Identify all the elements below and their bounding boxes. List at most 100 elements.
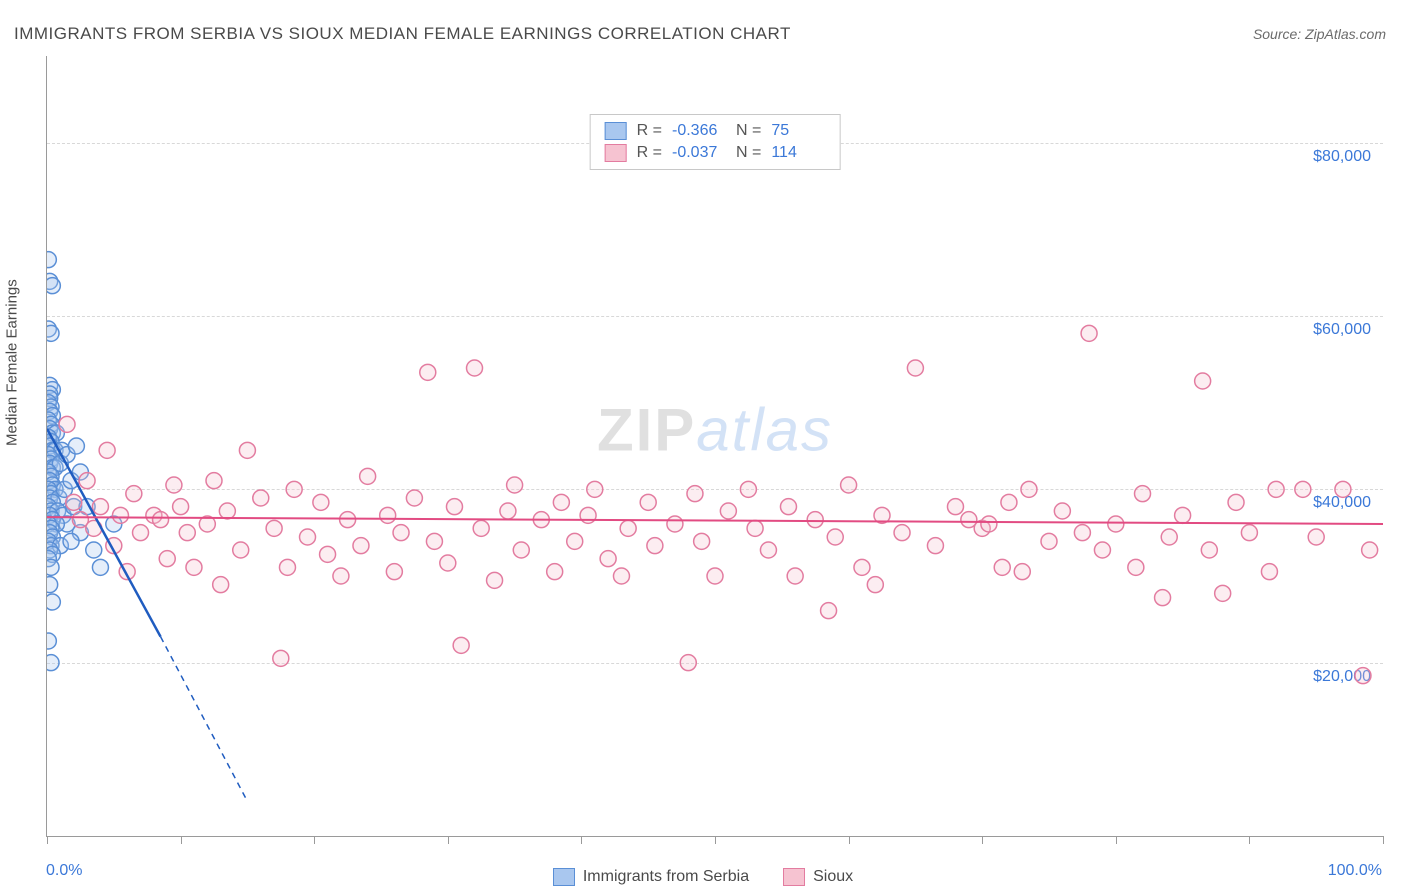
scatter-point: [1054, 503, 1070, 519]
plot-area: ZIPatlas R =-0.366N =75R =-0.037N =114 $…: [46, 56, 1383, 837]
scatter-point: [680, 655, 696, 671]
scatter-point: [547, 564, 563, 580]
scatter-point: [687, 486, 703, 502]
scatter-point: [393, 525, 409, 541]
y-axis-label: Median Female Earnings: [4, 279, 21, 446]
scatter-point: [1135, 486, 1151, 502]
scatter-point: [333, 568, 349, 584]
series-legend: Immigrants from Serbia Sioux: [0, 868, 1406, 886]
scatter-point: [907, 360, 923, 376]
scatter-point: [206, 473, 222, 489]
x-tick: [181, 836, 182, 844]
legend-swatch: [553, 868, 575, 886]
legend-swatch: [605, 122, 627, 140]
scatter-point: [446, 499, 462, 515]
scatter-point: [386, 564, 402, 580]
scatter-point: [313, 494, 329, 510]
scatter-point: [1074, 525, 1090, 541]
scatter-point: [760, 542, 776, 558]
scatter-point: [487, 572, 503, 588]
scatter-point: [47, 655, 59, 671]
scatter-point: [1094, 542, 1110, 558]
scatter-point: [86, 542, 102, 558]
n-label: N =: [736, 122, 761, 140]
scatter-point: [426, 533, 442, 549]
scatter-point: [1014, 564, 1030, 580]
chart-title: IMMIGRANTS FROM SERBIA VS SIOUX MEDIAN F…: [14, 24, 791, 44]
scatter-point: [266, 520, 282, 536]
scatter-point: [694, 533, 710, 549]
scatter-point: [1355, 668, 1371, 684]
scatter-point: [173, 499, 189, 515]
scatter-point: [473, 520, 489, 536]
scatter-point: [340, 512, 356, 528]
scatter-point: [613, 568, 629, 584]
correlation-legend: R =-0.366N =75R =-0.037N =114: [590, 114, 841, 170]
scatter-point: [1241, 525, 1257, 541]
scatter-point: [1021, 481, 1037, 497]
scatter-point: [513, 542, 529, 558]
n-value: 114: [771, 144, 825, 162]
r-label: R =: [637, 144, 662, 162]
x-axis-min-label: 0.0%: [46, 862, 82, 880]
scatter-point: [126, 486, 142, 502]
scatter-point: [1268, 481, 1284, 497]
source-label: Source: ZipAtlas.com: [1253, 26, 1386, 42]
r-value: -0.366: [672, 122, 726, 140]
scatter-point: [159, 551, 175, 567]
scatter-point: [92, 559, 108, 575]
scatter-point: [380, 507, 396, 523]
scatter-point: [707, 568, 723, 584]
scatter-point: [1215, 585, 1231, 601]
scatter-point: [894, 525, 910, 541]
scatter-point: [112, 507, 128, 523]
x-tick: [849, 836, 850, 844]
scatter-point: [1228, 494, 1244, 510]
scatter-point: [179, 525, 195, 541]
scatter-point: [1081, 325, 1097, 341]
scatter-point: [406, 490, 422, 506]
scatter-point: [68, 438, 84, 454]
scatter-point: [320, 546, 336, 562]
scatter-point: [47, 633, 56, 649]
scatter-point: [720, 503, 736, 519]
scatter-point: [1308, 529, 1324, 545]
scatter-point: [1041, 533, 1057, 549]
x-tick: [1116, 836, 1117, 844]
scatter-point: [47, 577, 58, 593]
scatter-point: [507, 477, 523, 493]
legend-row: R =-0.037N =114: [605, 142, 826, 164]
scatter-point: [667, 516, 683, 532]
scatter-point: [994, 559, 1010, 575]
scatter-point: [1108, 516, 1124, 532]
scatter-point: [253, 490, 269, 506]
scatter-point: [780, 499, 796, 515]
scatter-point: [567, 533, 583, 549]
scatter-point: [133, 525, 149, 541]
scatter-point: [927, 538, 943, 554]
scatter-point: [453, 637, 469, 653]
scatter-point: [947, 499, 963, 515]
scatter-point: [553, 494, 569, 510]
scatter-point: [854, 559, 870, 575]
scatter-point: [47, 594, 60, 610]
scatter-point: [213, 577, 229, 593]
scatter-point: [500, 503, 516, 519]
scatter-point: [279, 559, 295, 575]
trend-line-extrapolated: [161, 637, 248, 802]
scatter-point: [1295, 481, 1311, 497]
scatter-point: [1155, 590, 1171, 606]
scatter-point: [620, 520, 636, 536]
scatter-point: [1335, 481, 1351, 497]
scatter-point: [219, 503, 235, 519]
x-tick: [314, 836, 315, 844]
scatter-point: [740, 481, 756, 497]
legend-label: Immigrants from Serbia: [583, 868, 749, 886]
scatter-point: [63, 533, 79, 549]
scatter-point: [821, 603, 837, 619]
scatter-point: [47, 252, 56, 268]
scatter-point: [79, 473, 95, 489]
scatter-point: [580, 507, 596, 523]
legend-item: Sioux: [783, 868, 853, 886]
x-axis-max-label: 100.0%: [1328, 862, 1382, 880]
